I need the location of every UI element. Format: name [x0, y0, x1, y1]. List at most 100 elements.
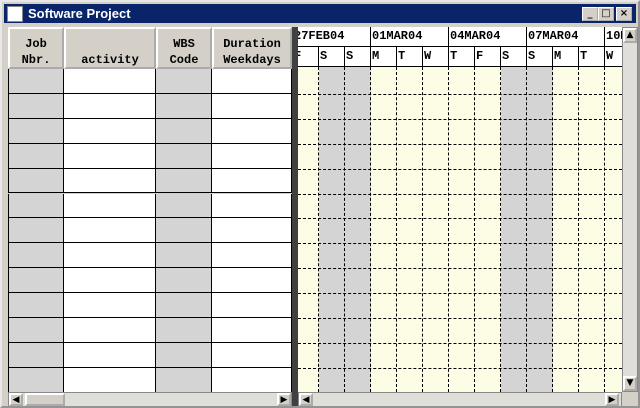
table-cell [212, 69, 292, 94]
table-cell [64, 268, 156, 294]
table-cell [156, 367, 212, 393]
row-line [298, 318, 622, 319]
minimize-button[interactable]: _ [582, 7, 598, 21]
column-header: activity [64, 27, 156, 69]
close-button[interactable]: × [616, 7, 632, 21]
column-header: Duration Weekdays [212, 27, 292, 69]
table-cell [64, 342, 156, 368]
scroll-right[interactable]: ▶ [277, 393, 291, 406]
window-title: Software Project [28, 6, 131, 21]
date-header: 10MAR04 [605, 27, 622, 47]
day-column [371, 67, 397, 392]
splitter[interactable] [292, 27, 298, 406]
header-text: Code [169, 53, 199, 67]
table-cell [212, 243, 292, 269]
table-cell [212, 93, 292, 119]
table-cell [64, 193, 156, 219]
table-cell [212, 318, 292, 343]
day-header: S [345, 47, 371, 67]
table-cell [64, 118, 156, 144]
date-header: 01MAR04 [371, 27, 449, 47]
day-header: F [475, 47, 501, 67]
table-cell [8, 118, 64, 144]
window-icon [7, 6, 23, 22]
table-horizontal-scrollbar[interactable]: ◀ ▶ [8, 392, 292, 406]
scroll-up[interactable]: ▲ [623, 28, 637, 43]
header-text: Weekdays [223, 53, 281, 67]
header-text: Job [25, 37, 47, 51]
table-cell [8, 318, 64, 343]
table-cell [156, 318, 212, 343]
table-cell [64, 293, 156, 318]
row-line [298, 218, 622, 220]
date-header: 04MAR04 [449, 27, 527, 47]
row-line [298, 268, 622, 270]
table-cell [212, 193, 292, 219]
day-column [397, 67, 423, 392]
table-cell [212, 268, 292, 294]
day-header: T [449, 47, 475, 67]
table-cell [212, 293, 292, 318]
header-text: Nbr. [21, 53, 51, 67]
gantt-chart: FSSMTWTFSSMTW27FEB0401MAR0404MAR0407MAR0… [298, 27, 622, 392]
table-cell [64, 367, 156, 393]
table-cell [156, 193, 212, 219]
row-line [298, 293, 622, 295]
day-column [298, 67, 319, 392]
table-cell [8, 168, 64, 194]
table-cell [8, 143, 64, 169]
day-header: T [397, 47, 423, 67]
row-line [298, 118, 622, 120]
day-column [605, 67, 622, 392]
day-header: S [319, 47, 345, 67]
day-column [475, 67, 501, 392]
table-cell [64, 218, 156, 244]
table-cell [8, 293, 64, 318]
day-column [553, 67, 579, 392]
table-cell [156, 218, 212, 244]
column-header: WBS Code [156, 27, 212, 69]
gantt-horizontal-scrollbar[interactable]: ◀ ▶ [298, 392, 622, 406]
scroll-left[interactable]: ◀ [9, 393, 23, 406]
table-cell [156, 243, 212, 269]
day-column [423, 67, 449, 392]
row-line [298, 143, 622, 145]
date-header: 27FEB04 [298, 27, 371, 47]
row-line [298, 243, 622, 245]
table-cell [156, 93, 212, 119]
day-column [501, 67, 527, 392]
scroll-right[interactable]: ▶ [605, 393, 619, 406]
table-cell [64, 168, 156, 194]
row-line [298, 168, 622, 170]
table-cell [212, 218, 292, 244]
table-cell [64, 93, 156, 119]
day-header: M [371, 47, 397, 67]
table-cell [8, 69, 64, 94]
day-column [449, 67, 475, 392]
table-cell [156, 118, 212, 144]
day-header: W [423, 47, 449, 67]
header-text: WBS [173, 37, 195, 51]
day-header: W [605, 47, 622, 67]
table-cell [8, 218, 64, 244]
day-column [319, 67, 345, 392]
table-cell [156, 342, 212, 368]
table-cell [64, 243, 156, 269]
scroll-left[interactable]: ◀ [299, 393, 313, 406]
vertical-scrollbar[interactable]: ▲ ▼ [622, 27, 638, 392]
day-header: S [527, 47, 553, 67]
row-line [298, 193, 622, 195]
date-header: 07MAR04 [527, 27, 605, 47]
table-cell [212, 342, 292, 368]
maximize-button[interactable]: □ [598, 7, 614, 21]
scroll-thumb[interactable] [25, 393, 65, 406]
row-line [298, 367, 622, 369]
title-bar: Software Project _ □ × [4, 4, 636, 23]
scroll-down[interactable]: ▼ [623, 376, 637, 391]
table-cell [212, 143, 292, 169]
table-cell [8, 342, 64, 368]
table-cell [212, 367, 292, 393]
table-cell [156, 293, 212, 318]
header-text: activity [81, 53, 139, 67]
